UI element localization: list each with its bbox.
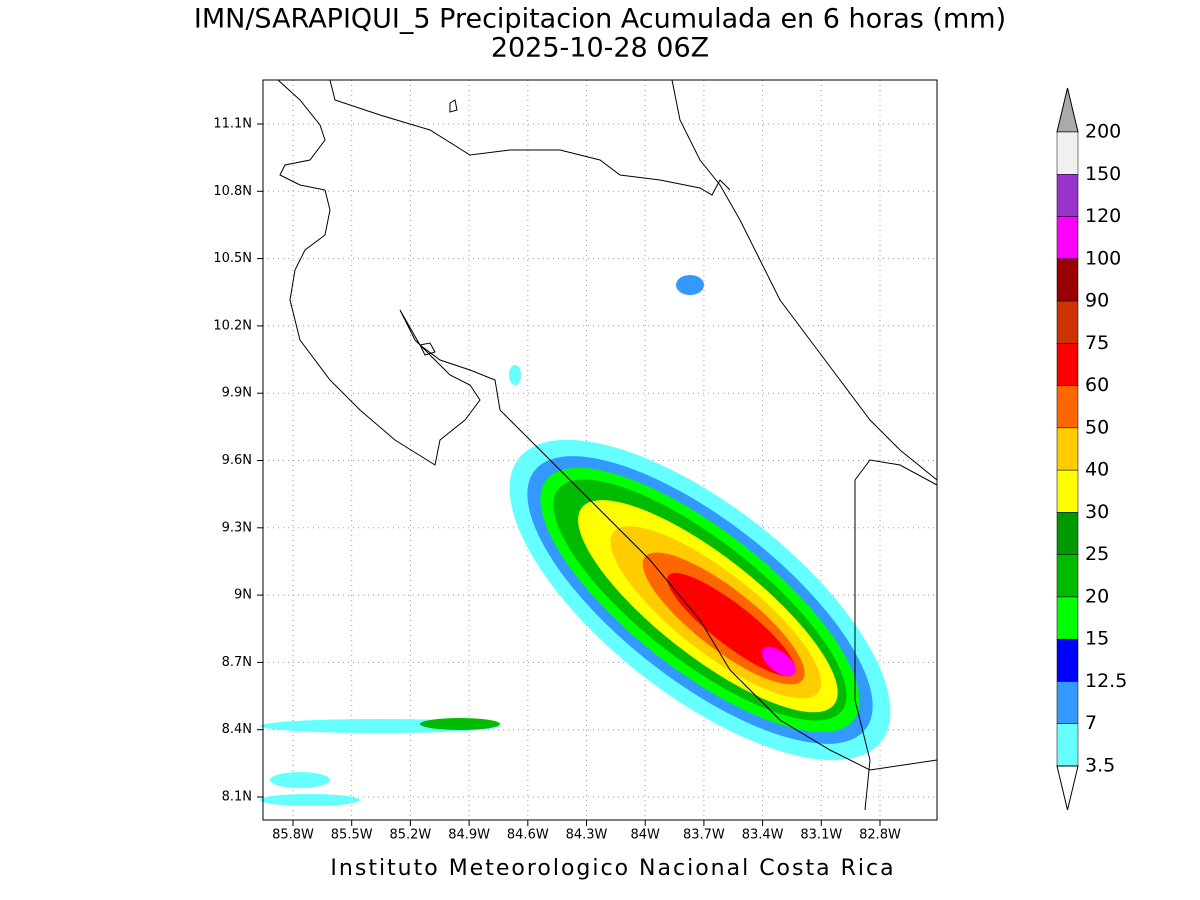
lon-tick-label: 84.6W	[507, 828, 549, 843]
title: IMN/SARAPIQUI_5 Precipitacion Acumulada …	[194, 4, 1006, 35]
lat-tick-label: 10.8N	[213, 184, 252, 199]
colorbar-segment	[1056, 131, 1079, 175]
colorbar-label: 75	[1085, 332, 1109, 354]
lat-tick-label: 10.5N	[213, 251, 252, 266]
colorbar-segment	[1056, 343, 1079, 386]
lon-tick-label: 84W	[630, 828, 660, 843]
lat-tick-label: 8.1N	[222, 790, 252, 805]
colorbar-segment	[1056, 300, 1079, 344]
colorbar-under	[1056, 765, 1079, 811]
lat-tick-label: 9.6N	[222, 453, 252, 468]
lon-tick-label: 84.9W	[448, 828, 490, 843]
colorbar-label: 12.5	[1085, 670, 1127, 692]
lat-tick-label: 9.3N	[222, 520, 252, 535]
lon-tick-label: 83.1W	[800, 828, 842, 843]
map-frame	[262, 79, 938, 821]
lat-tick-label: 8.4N	[222, 722, 252, 737]
coastlines	[277, 79, 938, 811]
colorbar-label: 3.5	[1085, 755, 1115, 777]
colorbar-label: 7	[1085, 712, 1097, 734]
subtitle: 2025-10-28 06Z	[491, 33, 709, 64]
colorbar-label: 150	[1085, 163, 1121, 185]
colorbar-segment	[1056, 554, 1079, 598]
colorbar-label: 50	[1085, 416, 1109, 438]
lon-tick-label: 85.2W	[389, 828, 431, 843]
lon-tick-label: 82.8W	[859, 828, 901, 843]
footer: Instituto Meteorologico Nacional Costa R…	[330, 856, 895, 881]
colorbar-segment	[1056, 596, 1079, 640]
colorbar-label: 40	[1085, 459, 1109, 481]
colorbar-over	[1056, 87, 1079, 133]
colorbar-label: 60	[1085, 374, 1109, 396]
colorbar-label: 15	[1085, 628, 1109, 650]
colorbar-label: 90	[1085, 290, 1109, 312]
colorbar-segment	[1056, 385, 1079, 429]
colorbar-segment	[1056, 427, 1079, 471]
colorbar-segment	[1056, 723, 1079, 767]
precipitation-streaks	[260, 275, 704, 806]
lat-tick-label: 10.2N	[213, 318, 252, 333]
lon-tick-label: 83.4W	[742, 828, 784, 843]
colorbar-segment	[1056, 512, 1079, 555]
axis-ticks: 85.8W 85.5W 85.2W 84.9W 84.6W 84.3W 84W 83.7W 83…	[213, 117, 901, 843]
colorbar-label: 200	[1085, 121, 1121, 143]
colorbar-segment	[1056, 638, 1079, 682]
colorbar: 200 150 120 100 90 75 60 50 40 30 25 20 15 12.5 7 3.5	[1056, 87, 1127, 811]
lon-tick-label: 84.3W	[566, 828, 608, 843]
colorbar-segment	[1056, 681, 1079, 724]
lat-tick-label: 9.9N	[222, 386, 252, 401]
colorbar-label: 100	[1085, 247, 1121, 269]
colorbar-segment	[1056, 216, 1079, 260]
colorbar-segment	[1056, 174, 1079, 217]
colorbar-segment	[1056, 258, 1079, 302]
lat-tick-label: 8.7N	[222, 655, 252, 670]
colorbar-label: 120	[1085, 205, 1121, 227]
colorbar-label: 20	[1085, 585, 1109, 607]
lon-tick-label: 83.7W	[683, 828, 725, 843]
colorbar-segment	[1056, 469, 1079, 513]
lon-tick-label: 85.8W	[272, 828, 314, 843]
lon-tick-label: 85.5W	[331, 828, 373, 843]
lat-tick-label: 9N	[234, 588, 252, 603]
precipitation	[509, 439, 891, 761]
colorbar-label: 30	[1085, 501, 1109, 523]
colorbar-label: 25	[1085, 543, 1109, 565]
lat-tick-label: 11.1N	[213, 117, 252, 132]
